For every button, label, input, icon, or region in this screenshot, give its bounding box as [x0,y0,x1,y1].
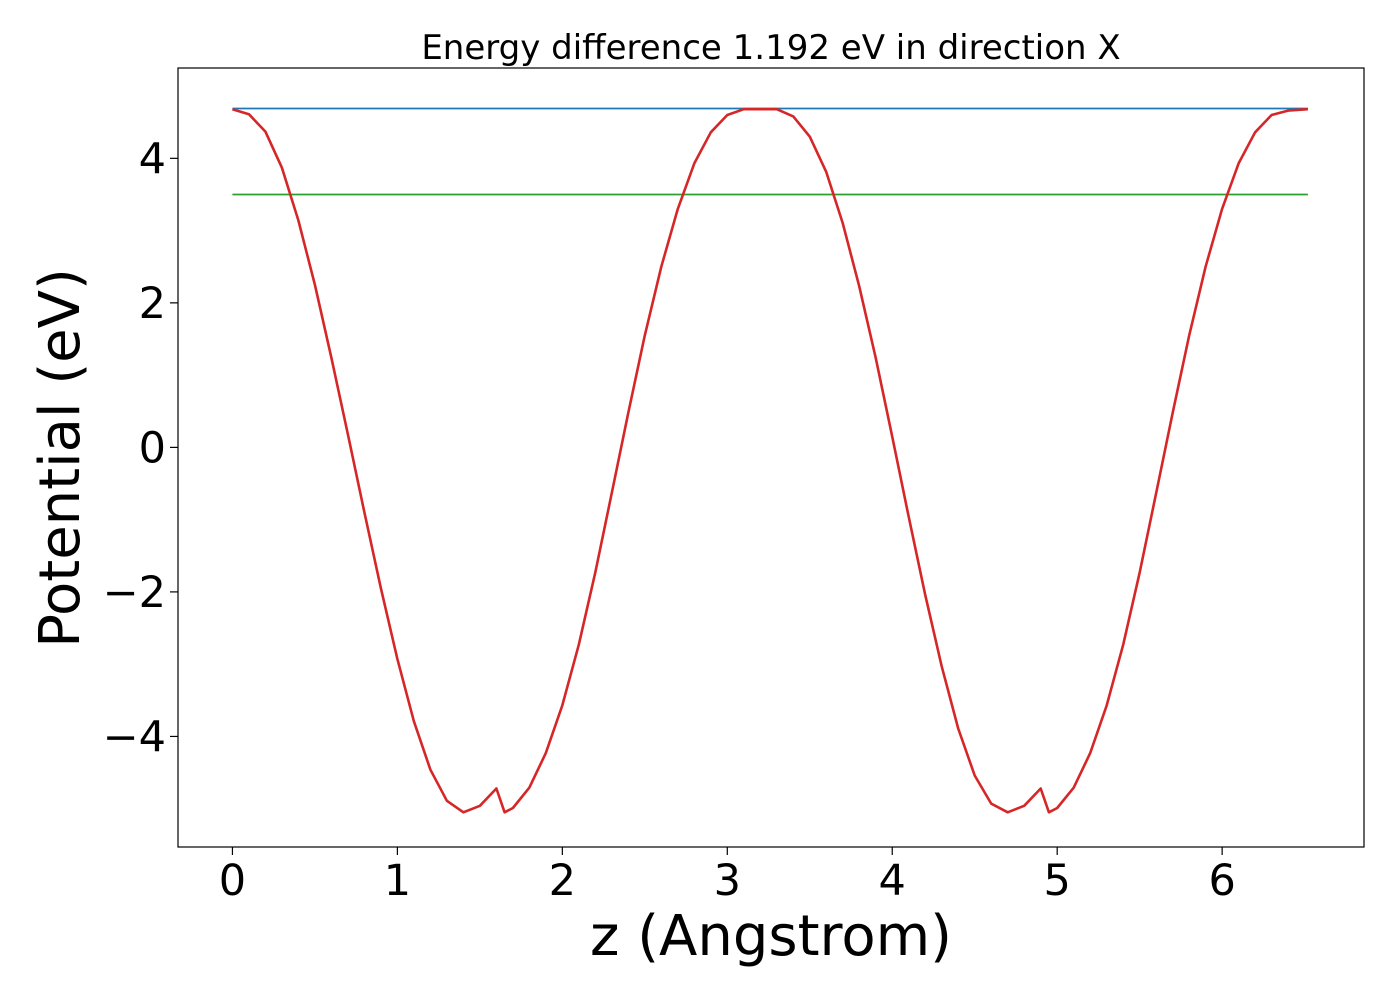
y-tick-label: 2 [139,279,166,329]
y-tick-label: −2 [103,568,166,618]
x-axis-label: z (Angstrom) [590,904,952,969]
x-tick-label: 4 [879,856,906,906]
x-tick-label: 1 [384,856,411,906]
x-tick-label: 6 [1208,856,1235,906]
plot-area [177,67,1365,848]
x-tick-label: 3 [714,856,741,906]
y-tick-label: 4 [139,134,166,184]
x-tick-label: 2 [549,856,576,906]
y-tick-label: 0 [139,423,166,473]
y-tick-label: −4 [103,712,166,762]
y-axis: −4 −2 0 2 4 [103,134,178,762]
chart-title: Energy difference 1.192 eV in direction … [421,28,1120,68]
y-axis-label: Potential (eV) [28,268,93,648]
plot-frame [177,67,1365,848]
x-axis: 0 1 2 3 4 5 6 [219,847,1236,906]
series-line-0 [232,107,1308,814]
x-tick-label: 5 [1044,856,1071,906]
x-tick-label: 0 [219,856,246,906]
